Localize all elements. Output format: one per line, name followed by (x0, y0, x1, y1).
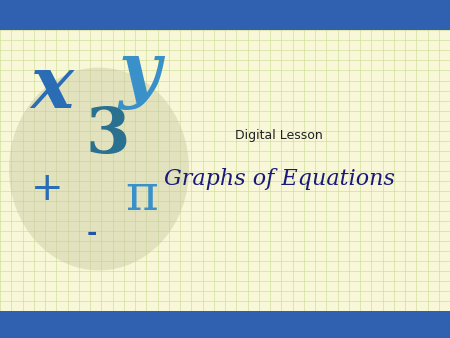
Text: 3: 3 (86, 105, 130, 166)
Text: Graphs of Equations: Graphs of Equations (163, 168, 395, 190)
Bar (0, 0, 450, 30)
Ellipse shape (9, 68, 189, 270)
Bar (0, 311, 450, 338)
Text: +: + (31, 170, 63, 208)
Text: x: x (30, 52, 73, 123)
Text: -: - (87, 221, 98, 245)
Text: Digital Lesson: Digital Lesson (235, 129, 323, 142)
Text: y: y (118, 39, 161, 110)
Bar (0, 30, 450, 311)
Text: π: π (126, 171, 158, 221)
